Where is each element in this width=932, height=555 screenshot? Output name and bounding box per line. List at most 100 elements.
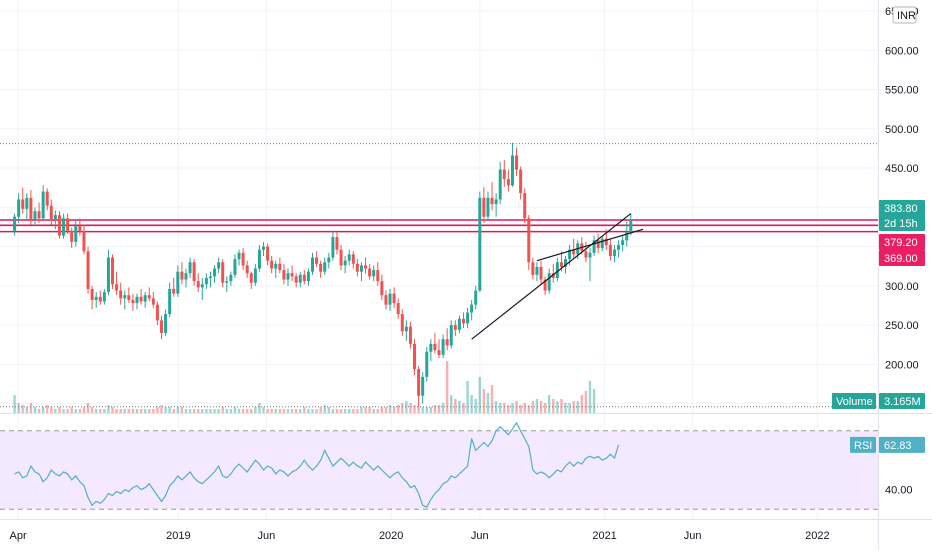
volume-bar	[311, 409, 314, 413]
candle-down	[278, 257, 282, 274]
candle-down	[111, 254, 115, 289]
candle-body	[33, 211, 37, 220]
volume-bar	[58, 407, 61, 413]
candle-down	[294, 273, 298, 288]
currency-label[interactable]: INR	[892, 6, 917, 24]
candle-up	[429, 339, 433, 362]
volume-bar	[237, 409, 241, 413]
candle-down	[131, 293, 135, 311]
candle-down	[351, 251, 355, 269]
candle-down	[396, 298, 400, 319]
candle-body	[441, 339, 445, 355]
volume-legend[interactable]: Volume 3.165M	[832, 393, 925, 409]
candle-up	[257, 244, 261, 272]
candle-down	[543, 276, 547, 296]
candle-down	[339, 244, 343, 271]
candle-down	[29, 190, 33, 225]
candle-body	[592, 240, 596, 253]
candle-down	[119, 282, 123, 305]
candle-body	[625, 232, 629, 241]
volume-bar	[94, 409, 98, 413]
candle-body	[111, 257, 115, 285]
volume-bar	[568, 403, 571, 413]
volume-bar	[486, 393, 490, 413]
candle-down	[78, 218, 82, 236]
price-tick-label: 300.00	[885, 281, 919, 293]
volume-bar	[474, 399, 477, 413]
volume-bar	[13, 395, 16, 413]
volume-bar	[286, 409, 290, 413]
volume-bar	[339, 409, 343, 413]
candle-body	[498, 169, 502, 200]
candle-body	[147, 295, 151, 299]
volume-bar	[503, 403, 506, 413]
trendlines[interactable]	[471, 213, 644, 340]
candle-down	[21, 187, 25, 214]
candle-body	[612, 249, 616, 256]
volume-bar	[192, 409, 196, 413]
volume-bar	[315, 409, 318, 413]
volume-bar	[543, 403, 547, 413]
candle-up	[441, 334, 445, 359]
candle-body	[506, 179, 510, 186]
volume-bar	[437, 405, 441, 413]
price-badge-bg	[879, 200, 925, 216]
volume-bar	[176, 407, 180, 413]
candle-down	[127, 287, 131, 304]
time-tick-label: Apr	[10, 530, 27, 542]
candle-body	[433, 343, 437, 351]
candle-body	[392, 293, 396, 304]
candle-body	[588, 252, 592, 258]
candle-body	[388, 293, 392, 305]
price-badge-label: 2d 15h	[884, 218, 918, 230]
trendline[interactable]	[536, 228, 644, 262]
currency-box[interactable]	[892, 6, 917, 24]
candle-body	[278, 263, 282, 271]
volume-bar	[274, 409, 277, 413]
candle-up	[94, 292, 98, 308]
candle-up	[555, 257, 559, 282]
trendline[interactable]	[471, 213, 632, 340]
time-tick-label: 2019	[166, 530, 190, 542]
volume-bar	[319, 407, 322, 413]
volume-bar	[123, 409, 126, 413]
volume-bar	[482, 389, 486, 413]
volume-bar	[584, 391, 588, 413]
candle-body	[315, 257, 319, 264]
candle-down	[196, 273, 200, 293]
candle-body	[221, 262, 225, 283]
candle-down	[249, 271, 253, 289]
currency-text: INR	[897, 10, 916, 22]
time-axis[interactable]: Apr 2019 Jun 2020 Jun 2021 Jun 2022	[10, 530, 830, 542]
volume-bar	[21, 405, 24, 413]
volume-bar	[441, 403, 445, 413]
rsi-value-label: 62.83	[884, 440, 912, 452]
price-badge: 379.20	[879, 234, 925, 250]
volume-bar	[46, 405, 49, 413]
rsi-legend[interactable]: RSI 62.83	[850, 436, 925, 453]
candle-up	[168, 282, 172, 318]
volume-bar	[29, 403, 33, 413]
candle-down	[482, 186, 486, 223]
candle-body	[600, 238, 604, 249]
volume-bar	[462, 403, 465, 413]
candle-body	[445, 339, 449, 346]
candle-body	[172, 288, 176, 294]
candle-down	[315, 251, 319, 267]
candle-up	[547, 268, 551, 294]
candle-body	[82, 230, 86, 252]
candle-body	[327, 257, 331, 263]
candle-body	[486, 197, 490, 217]
volume-bar	[409, 403, 412, 413]
volume-bar	[466, 381, 469, 413]
candle-body	[482, 197, 486, 217]
volume-bar	[152, 409, 155, 413]
candle-up	[33, 207, 37, 227]
volume-bar	[368, 407, 371, 413]
volume-bar	[364, 407, 367, 413]
candle-body	[290, 273, 294, 277]
time-tick-label: 2021	[592, 530, 616, 542]
volume-bar	[74, 409, 77, 413]
